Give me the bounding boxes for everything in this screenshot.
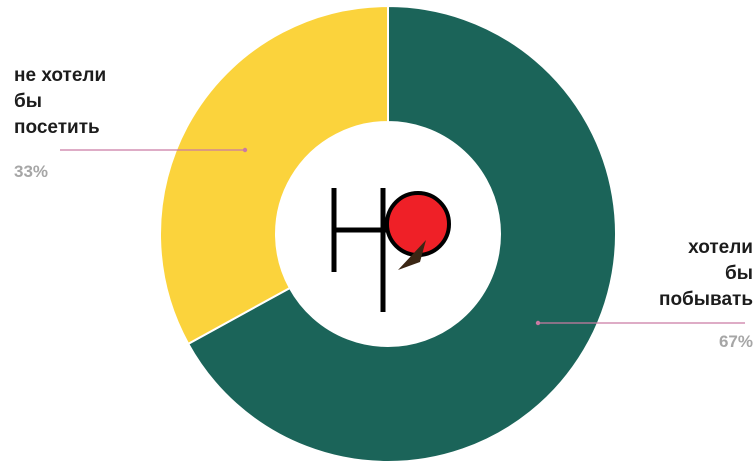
slice-value-right: 67% (718, 332, 753, 351)
leader-dot-left (242, 147, 248, 153)
leader-dot-right (535, 320, 541, 326)
slice-label-left-line-3: посетить (14, 117, 100, 138)
slice-label-left-line-1: не хотели (14, 65, 107, 86)
donut-slice-1 (159, 4, 389, 346)
slice-value-left: 33% (14, 162, 49, 181)
slice-label-right-line-1: хотели (688, 237, 753, 258)
logo-icon (331, 188, 451, 312)
slice-label-right: хотели бы побывать (620, 235, 753, 313)
slice-label-right-line-2: бы (725, 263, 753, 284)
slice-label-left-line-2: бы (14, 91, 42, 112)
donut-slices (159, 4, 617, 461)
slice-label-right-line-3: побывать (658, 289, 753, 310)
donut-slice-0 (186, 4, 617, 461)
slice-label-left: не хотели бы посетить (14, 63, 154, 141)
